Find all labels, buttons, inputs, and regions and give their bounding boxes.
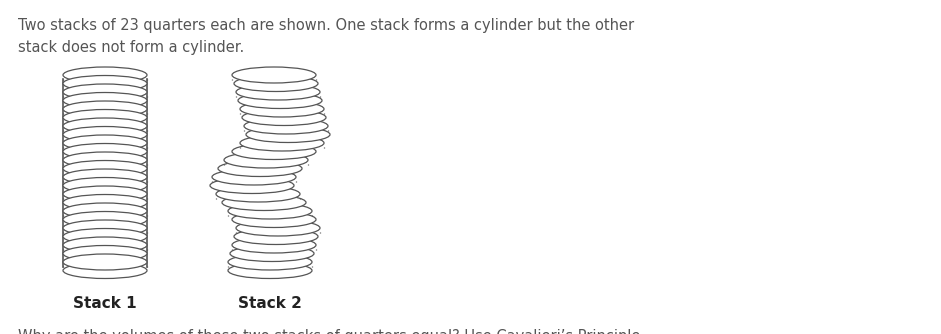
Ellipse shape: [234, 228, 318, 244]
Ellipse shape: [234, 75, 318, 92]
Ellipse shape: [222, 194, 306, 210]
Ellipse shape: [63, 144, 147, 160]
Ellipse shape: [63, 152, 147, 168]
Ellipse shape: [232, 211, 316, 227]
Ellipse shape: [63, 228, 147, 244]
Ellipse shape: [238, 93, 322, 109]
Ellipse shape: [63, 101, 147, 117]
Ellipse shape: [63, 127, 147, 143]
Ellipse shape: [232, 67, 316, 83]
Ellipse shape: [218, 161, 302, 176]
Ellipse shape: [63, 245, 147, 262]
Ellipse shape: [63, 67, 147, 83]
Ellipse shape: [240, 101, 324, 117]
Ellipse shape: [63, 186, 147, 202]
Ellipse shape: [63, 203, 147, 219]
Text: Stack 1: Stack 1: [73, 297, 136, 312]
Ellipse shape: [63, 75, 147, 92]
Ellipse shape: [236, 220, 320, 236]
Ellipse shape: [63, 194, 147, 210]
Ellipse shape: [232, 237, 316, 253]
Ellipse shape: [244, 118, 328, 134]
Text: Two stacks of 23 quarters each are shown. One stack forms a cylinder but the oth: Two stacks of 23 quarters each are shown…: [18, 18, 634, 55]
Ellipse shape: [228, 263, 312, 279]
Ellipse shape: [63, 211, 147, 227]
Ellipse shape: [63, 169, 147, 185]
Ellipse shape: [63, 237, 147, 253]
Ellipse shape: [63, 93, 147, 109]
Ellipse shape: [240, 135, 324, 151]
Ellipse shape: [228, 203, 312, 219]
Ellipse shape: [210, 177, 294, 193]
Text: Why are the volumes of these two stacks of quarters equal? Use Cavalieri’s Princ: Why are the volumes of these two stacks …: [18, 329, 641, 334]
Ellipse shape: [63, 220, 147, 236]
Ellipse shape: [63, 110, 147, 126]
Ellipse shape: [230, 245, 314, 262]
Ellipse shape: [212, 169, 296, 185]
Ellipse shape: [224, 152, 308, 168]
Ellipse shape: [63, 84, 147, 100]
Ellipse shape: [216, 186, 300, 202]
Ellipse shape: [63, 263, 147, 279]
Ellipse shape: [232, 144, 316, 160]
Ellipse shape: [63, 135, 147, 151]
Ellipse shape: [63, 118, 147, 134]
Ellipse shape: [63, 161, 147, 176]
Text: Stack 2: Stack 2: [238, 297, 302, 312]
Ellipse shape: [242, 110, 326, 126]
Ellipse shape: [228, 254, 312, 270]
Ellipse shape: [246, 127, 330, 143]
Ellipse shape: [63, 177, 147, 193]
Ellipse shape: [63, 254, 147, 270]
Ellipse shape: [236, 84, 320, 100]
